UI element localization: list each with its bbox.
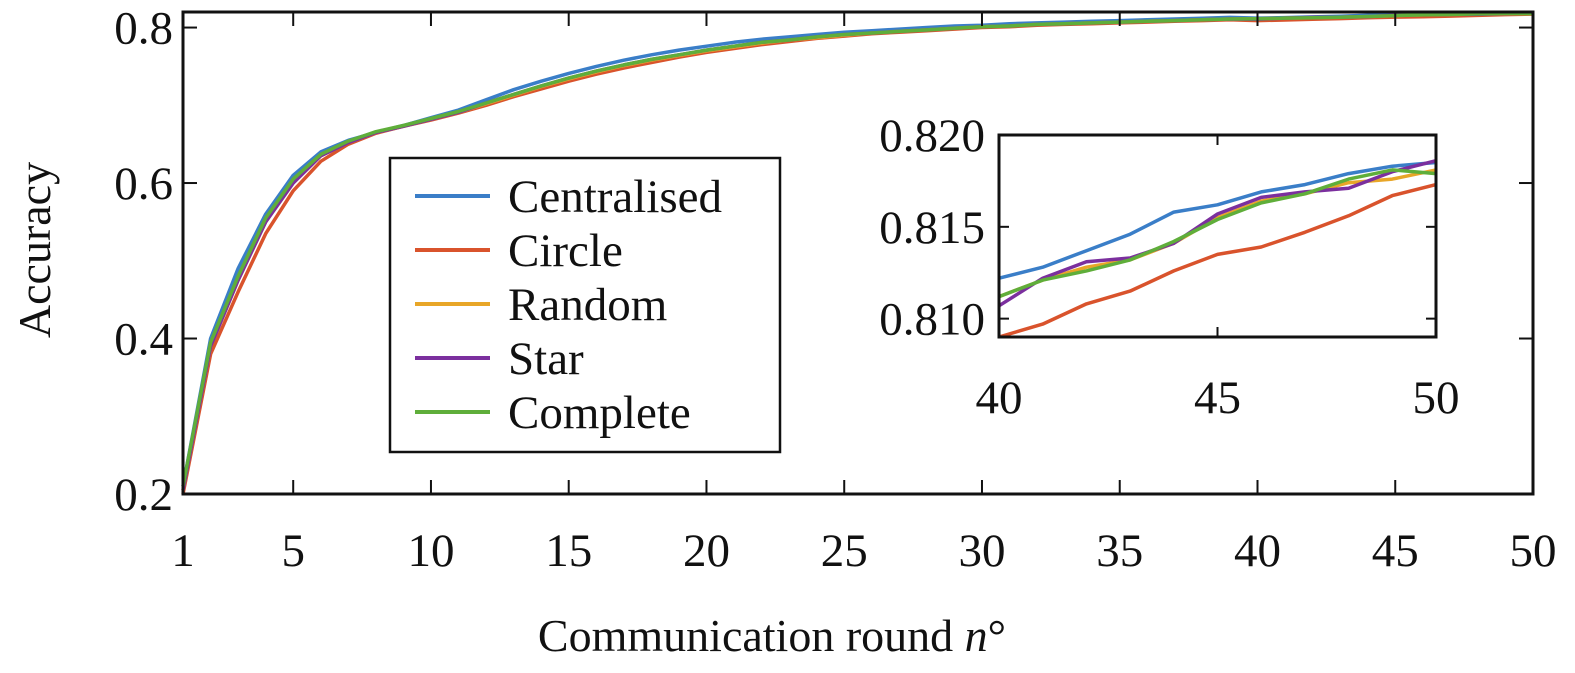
legend-label-random: Random (508, 279, 667, 331)
main-x-tick-label: 50 (1510, 525, 1557, 577)
inset-x-tick-label: 40 (976, 372, 1023, 424)
x-axis-label: Communication round n° (538, 610, 1006, 661)
main-y-tick-label: 0.4 (114, 314, 173, 366)
main-x-tick-label: 30 (958, 525, 1005, 577)
inset-axis-ticks: 40 45 50 0.810 0.815 0.820 (879, 110, 1459, 424)
main-series-lines (181, 11, 1534, 495)
inset-background (999, 135, 1436, 337)
legend-label-circle: Circle (508, 225, 623, 277)
inset-series-line-complete (998, 168, 1437, 299)
inset-x-tick-label: 50 (1413, 372, 1460, 424)
main-x-tick-label: 1 (171, 525, 195, 577)
legend-label-centralised: Centralised (508, 171, 722, 223)
main-plot-frame (181, 10, 1535, 496)
main-axis-ticks: 1 5 10 15 20 25 30 35 40 45 500.20.40.60.8 (114, 3, 1556, 577)
inset-series-line-circle (998, 182, 1437, 339)
main-x-tick-label: 5 (281, 525, 305, 577)
main-y-tick-label: 0.8 (114, 3, 173, 55)
inset-plot: 40 45 50 0.810 0.815 0.820 (879, 110, 1459, 424)
inset-series-lines (998, 159, 1437, 339)
y-axis-label: Accuracy (9, 162, 60, 338)
inset-y-tick-label: 0.815 (879, 202, 985, 254)
main-x-tick-label: 20 (683, 525, 730, 577)
inset-y-tick-label: 0.820 (879, 110, 985, 162)
main-x-tick-label: 10 (407, 525, 454, 577)
main-x-tick-label: 45 (1372, 525, 1419, 577)
main-x-tick-label: 25 (821, 525, 868, 577)
main-y-tick-label: 0.2 (114, 469, 173, 521)
inset-x-tick-label: 45 (1194, 372, 1241, 424)
legend-label-star: Star (508, 333, 584, 385)
legend-label-complete: Complete (508, 387, 691, 439)
main-y-tick-label: 0.6 (114, 158, 173, 210)
inset-series-line-star (998, 159, 1437, 308)
main-plot: 1 5 10 15 20 25 30 35 40 45 500.20.40.60.8 (114, 3, 1556, 577)
main-series-line-complete (181, 11, 1534, 487)
main-x-tick-label: 40 (1234, 525, 1281, 577)
main-x-tick-label: 15 (545, 525, 592, 577)
main-x-tick-label: 35 (1096, 525, 1143, 577)
inset-y-tick-label: 0.810 (879, 294, 985, 346)
inset-series-line-centralised (998, 160, 1437, 280)
